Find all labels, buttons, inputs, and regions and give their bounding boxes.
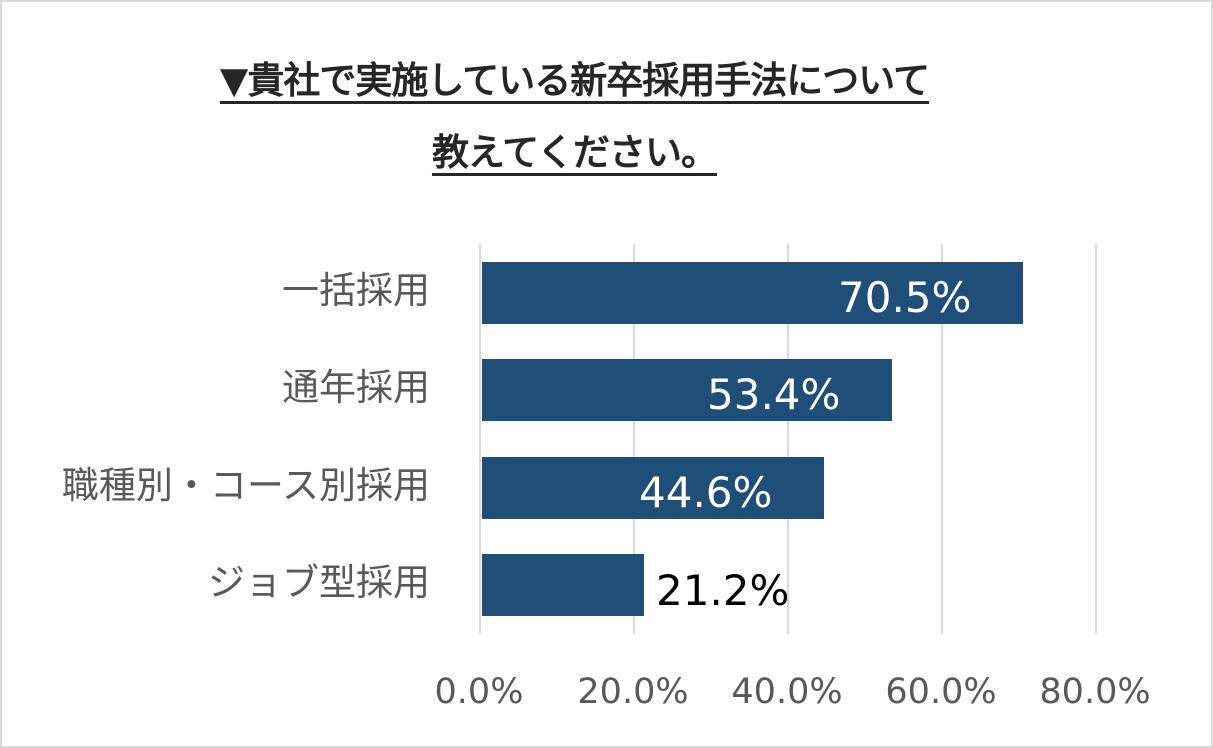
gridline-40	[787, 244, 789, 634]
gridline-60	[941, 244, 943, 634]
bar-tsunen	[482, 359, 892, 421]
bar-shokushu	[482, 457, 824, 519]
chart-title-text-1: ▼貴社で実施している新卒採用手法について	[219, 59, 930, 102]
bar-ikkatsu	[482, 262, 1023, 324]
x-tick: 20.0%	[577, 672, 689, 712]
category-label: 一括採用	[282, 269, 430, 312]
gridline-20	[633, 244, 635, 634]
data-label: 21.2%	[656, 566, 790, 615]
category-label: ジョブ型採用	[208, 561, 430, 604]
chart-title-text-2: 教えてください。	[431, 131, 718, 174]
data-label: 44.6%	[639, 468, 773, 517]
category-label: 職種別・コース別採用	[61, 464, 430, 507]
x-tick: 60.0%	[885, 672, 997, 712]
gridline-0	[479, 244, 481, 634]
bar-job	[482, 554, 644, 616]
x-tick: 80.0%	[1039, 672, 1151, 712]
gridline-80	[1095, 244, 1097, 634]
category-label: 通年採用	[282, 366, 430, 409]
x-tick: 40.0%	[731, 672, 843, 712]
chart-title-line1: ▼貴社で実施している新卒採用手法について	[2, 50, 1147, 104]
x-tick: 0.0%	[434, 672, 524, 712]
chart-title-line2: 教えてください。	[2, 122, 1147, 176]
data-label: 53.4%	[707, 370, 841, 419]
data-label: 70.5%	[838, 273, 972, 322]
